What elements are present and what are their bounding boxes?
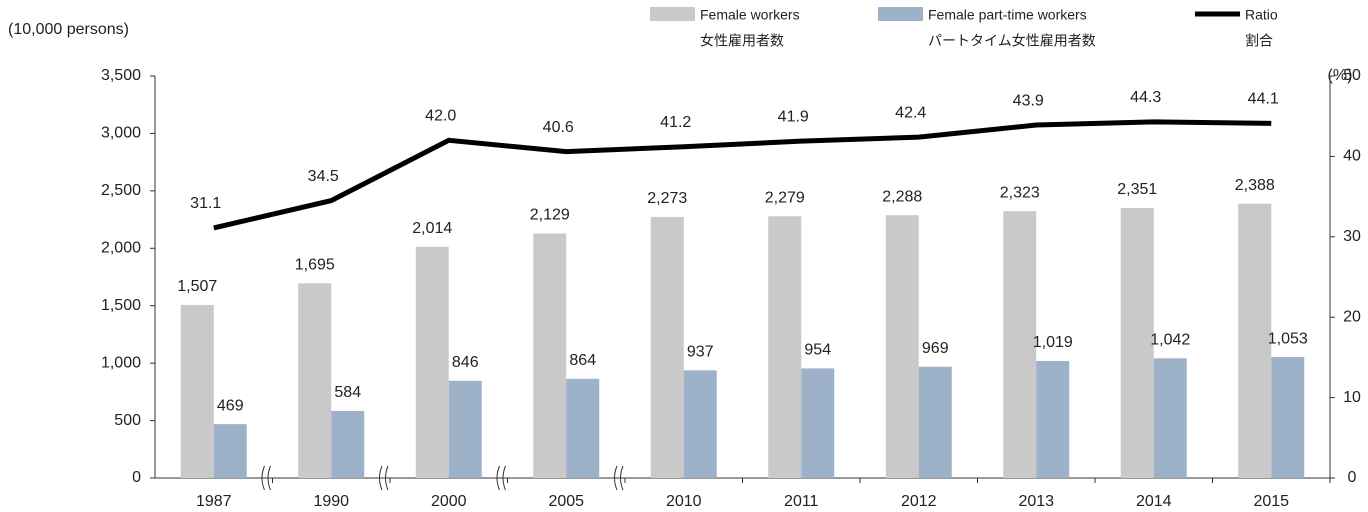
value-label: 2,351 (1117, 181, 1157, 198)
value-label: 969 (922, 340, 949, 357)
bar (448, 380, 482, 478)
x-tick-label: 2014 (1136, 493, 1172, 510)
y-tick-label: 3,000 (101, 125, 141, 142)
legend-label-ja: パートタイム女性雇用者数 (928, 33, 1096, 49)
legend-label-ja: 割合 (1245, 33, 1273, 49)
value-label: 34.5 (308, 168, 339, 185)
bar (1271, 357, 1305, 478)
value-label: 44.1 (1248, 91, 1279, 108)
value-label: 469 (217, 397, 244, 414)
value-label: 1,042 (1150, 332, 1190, 349)
bar (918, 366, 952, 478)
y2-tick-label: 40 (1343, 148, 1361, 165)
y-tick-label: 3,500 (101, 67, 141, 84)
value-label: 42.4 (895, 104, 926, 121)
y2-tick-label: 30 (1343, 228, 1361, 245)
y-tick-label: 2,500 (101, 182, 141, 199)
x-tick-label: 1987 (196, 493, 232, 510)
legend-swatch (878, 7, 923, 21)
bar (768, 216, 802, 478)
value-label: 2,323 (1000, 184, 1040, 201)
value-label: 43.9 (1013, 92, 1044, 109)
value-label: 846 (452, 354, 479, 371)
value-label: 2,129 (530, 207, 570, 224)
bar (1036, 360, 1070, 478)
value-label: 937 (687, 344, 714, 361)
legend-label-ja: 女性雇用者数 (700, 33, 784, 49)
bar (566, 378, 600, 478)
y2-tick-label: 50 (1343, 67, 1361, 84)
value-label: 44.3 (1130, 89, 1161, 106)
value-label: 42.0 (425, 108, 456, 125)
bar (1003, 211, 1037, 478)
y-tick-label: 1,500 (101, 297, 141, 314)
legend-swatch (650, 7, 695, 21)
bar (683, 370, 717, 478)
value-label: 41.9 (778, 108, 809, 125)
y-tick-label: 500 (114, 412, 141, 429)
y2-tick-label: 0 (1348, 469, 1357, 486)
legend-label: Female workers (700, 7, 800, 23)
x-tick-label: 2015 (1253, 493, 1289, 510)
value-label: 954 (804, 342, 831, 359)
bar (885, 215, 919, 479)
value-label: 40.6 (543, 119, 574, 136)
bar (331, 410, 365, 478)
legend-label: Female part-time workers (928, 7, 1087, 23)
y-tick-label: 2,000 (101, 240, 141, 257)
bar (1238, 203, 1272, 479)
value-label: 1,019 (1033, 334, 1073, 351)
x-tick-label: 2012 (901, 493, 937, 510)
bar (415, 246, 449, 478)
bar (298, 283, 332, 478)
value-label: 2,288 (882, 188, 922, 205)
y2-axis-label: (%) (1328, 67, 1353, 84)
value-label: 584 (334, 384, 361, 401)
x-tick-label: 1990 (313, 493, 349, 510)
bar (213, 424, 247, 478)
bar (180, 304, 214, 478)
legend-label: Ratio (1245, 7, 1278, 23)
value-label: 864 (569, 352, 596, 369)
axis-break (496, 465, 506, 491)
value-label: 2,014 (412, 220, 452, 237)
y2-tick-label: 10 (1343, 389, 1361, 406)
x-tick-label: 2011 (784, 493, 819, 510)
y2-tick-label: 20 (1343, 308, 1361, 325)
value-label: 31.1 (190, 195, 221, 212)
axis-break (379, 465, 389, 491)
x-tick-label: 2010 (666, 493, 702, 510)
x-tick-label: 2000 (431, 493, 467, 510)
y-axis-label: (10,000 persons) (8, 21, 129, 38)
axis-break (261, 465, 271, 491)
ratio-line (213, 119, 1272, 231)
bar (801, 368, 835, 478)
value-label: 1,053 (1268, 330, 1308, 347)
y-tick-label: 0 (132, 469, 141, 486)
x-tick-label: 2013 (1018, 493, 1054, 510)
bar (650, 216, 684, 478)
value-label: 2,388 (1235, 177, 1275, 194)
value-label: 2,273 (647, 190, 687, 207)
bar (533, 233, 567, 478)
y-tick-label: 1,000 (101, 354, 141, 371)
value-label: 41.2 (660, 114, 691, 131)
value-label: 1,507 (177, 278, 217, 295)
value-label: 2,279 (765, 189, 805, 206)
bar (1120, 207, 1154, 478)
axis-break (614, 465, 624, 491)
bar (1153, 358, 1187, 478)
x-tick-label: 2005 (548, 493, 584, 510)
value-label: 1,695 (295, 257, 335, 274)
